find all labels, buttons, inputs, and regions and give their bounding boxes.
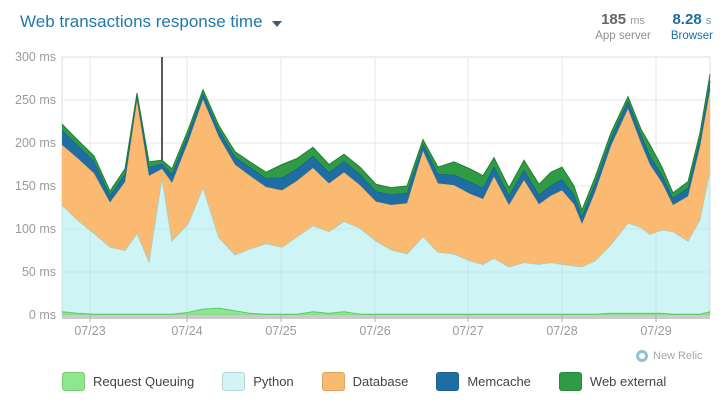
edge-web-external xyxy=(61,74,711,212)
new-relic-logo-icon xyxy=(636,350,648,362)
legend-swatch-icon xyxy=(62,372,85,391)
x-tick-label: 07/26 xyxy=(359,324,391,338)
app-server-metric: 185 ms App server xyxy=(595,11,651,42)
x-tick-label: 07/24 xyxy=(171,324,203,338)
legend-swatch-icon xyxy=(222,372,246,391)
legend-label: Web external xyxy=(589,374,667,389)
chart-title-dropdown[interactable]: Web transactions response time xyxy=(20,12,282,32)
legend-swatch-icon xyxy=(321,372,345,391)
x-tick-label: 07/29 xyxy=(640,324,672,338)
legend-item-database[interactable]: Database xyxy=(321,372,409,391)
legend-label: Database xyxy=(352,374,409,389)
x-tick-label: 07/23 xyxy=(74,324,106,338)
x-tick-label: 07/28 xyxy=(546,324,578,338)
legend-label: Memcache xyxy=(467,374,531,389)
y-tick-label: 200 ms xyxy=(15,136,56,150)
y-tick-label: 250 ms xyxy=(15,93,56,107)
legend-swatch-icon xyxy=(436,372,460,391)
legend-label: Request Queuing xyxy=(93,374,195,389)
y-tick-label: 100 ms xyxy=(15,222,56,236)
summary-metrics: 185 ms App server 8.28 s Browser xyxy=(595,11,713,42)
legend-swatch-icon xyxy=(558,372,582,391)
area-request-queuing xyxy=(62,308,710,315)
new-relic-watermark: New Relic xyxy=(636,350,703,362)
y-tick-label: 50 ms xyxy=(21,265,56,279)
chart-legend: Request Queuing Python Database Memcache Web… xyxy=(62,372,666,391)
x-axis-bar xyxy=(62,315,710,319)
legend-label: Python xyxy=(253,374,294,389)
browser-value: 8.28 xyxy=(672,11,702,28)
area-memcache xyxy=(62,81,710,224)
app-server-value: 185 xyxy=(601,11,627,28)
app-server-unit: ms xyxy=(630,15,645,27)
y-tick-label: 150 ms xyxy=(15,179,56,193)
edge-request-queuing xyxy=(61,307,711,315)
page-title: Web transactions response time xyxy=(20,12,263,31)
browser-label: Browser xyxy=(670,30,713,42)
app-server-label: App server xyxy=(595,30,651,42)
watermark-text: New Relic xyxy=(653,350,703,362)
y-tick-label: 0 ms xyxy=(28,308,56,322)
legend-item-web-external[interactable]: Web external xyxy=(558,372,667,391)
legend-item-memcache[interactable]: Memcache xyxy=(436,372,531,391)
legend-item-python[interactable]: Python xyxy=(222,372,294,391)
chevron-down-icon xyxy=(271,20,282,27)
area-web-external xyxy=(62,74,710,217)
x-tick-label: 07/25 xyxy=(265,324,297,338)
area-python xyxy=(62,169,710,315)
y-tick-label: 300 ms xyxy=(15,50,56,64)
browser-metric[interactable]: 8.28 s Browser xyxy=(671,11,713,42)
area-database xyxy=(62,89,710,267)
x-tick-label: 07/27 xyxy=(452,324,484,338)
legend-item-request-queuing[interactable]: Request Queuing xyxy=(62,372,194,391)
browser-unit: s xyxy=(705,15,712,27)
